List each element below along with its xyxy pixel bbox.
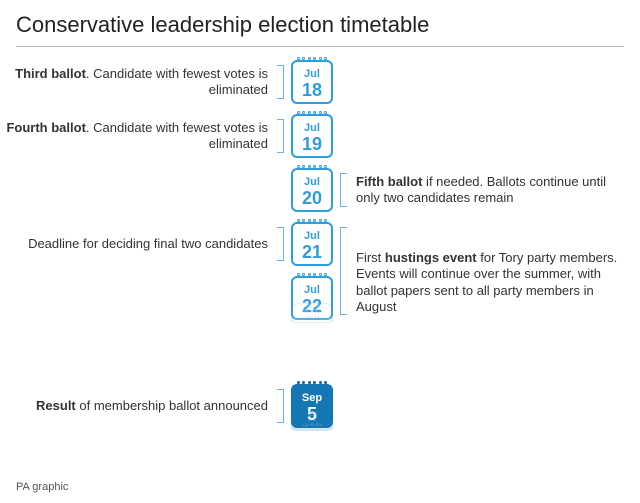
cal-month: Jul (304, 69, 320, 80)
cal-month: Jul (304, 123, 320, 134)
row-left-text: Result of membership ballot announced (0, 398, 270, 414)
timeline-row: Fourth ballot. Candidate with fewest vot… (0, 109, 640, 163)
calendar-icon: Jul 19 (291, 114, 333, 158)
calendar-reflection: Sep 5 (288, 431, 336, 453)
cal-day: 20 (302, 189, 322, 207)
bracket-left (270, 109, 288, 163)
bracket-left (270, 163, 288, 217)
bracket-left (270, 55, 288, 109)
bracket-left (270, 271, 288, 325)
timeline-row: Jul 20 Fifth ballot if needed. Ballots c… (0, 163, 640, 217)
cal-day: 19 (302, 135, 322, 153)
bracket-right (336, 163, 354, 217)
timeline: Third ballot. Candidate with fewest vote… (0, 55, 640, 453)
page-title: Conservative leadership election timetab… (0, 0, 640, 46)
cal-month: Jul (304, 231, 320, 242)
row-left-text: Deadline for deciding final two candidat… (0, 236, 270, 252)
bracket-right (336, 109, 354, 163)
cal-month: Sep (302, 393, 322, 404)
bracket-right (336, 271, 354, 325)
bracket-right (336, 217, 354, 271)
row-left-text: Third ballot. Candidate with fewest vote… (0, 66, 270, 99)
cal-month: Jul (304, 177, 320, 188)
cal-month: Jul (304, 285, 320, 296)
cal-day: 18 (302, 81, 322, 99)
calendar-icon: Jul 20 (291, 168, 333, 212)
bracket-right (336, 55, 354, 109)
title-divider (16, 46, 624, 47)
calendar-reflection: Jul 22 (288, 323, 336, 345)
timeline-row: Third ballot. Candidate with fewest vote… (0, 55, 640, 109)
row-right-text: Fifth ballot if needed. Ballots continue… (354, 174, 640, 207)
calendar-icon: Jul 18 (291, 60, 333, 104)
graphic-credit: PA graphic (16, 481, 68, 493)
bracket-left (270, 217, 288, 271)
row-left-text: Fourth ballot. Candidate with fewest vot… (0, 120, 270, 153)
calendar-icon: Jul 21 (291, 222, 333, 266)
cal-day: 21 (302, 243, 322, 261)
bracket-left (270, 379, 288, 433)
bracket-right (336, 379, 354, 433)
timeline-row: Deadline for deciding final two candidat… (0, 217, 640, 271)
